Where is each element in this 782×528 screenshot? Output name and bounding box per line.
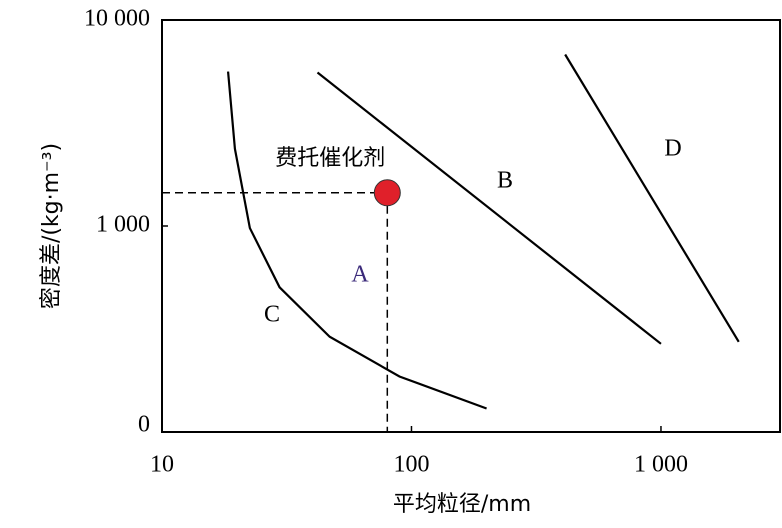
point-label: 费托催化剂 <box>275 146 385 171</box>
region-label: A <box>351 262 369 288</box>
curve-label: C <box>264 302 280 328</box>
x-tick-label: 1 000 <box>634 452 688 478</box>
point <box>373 179 401 207</box>
x-axis-label: 平均粒径/mm <box>393 492 531 517</box>
y-tick-label: 10 000 <box>84 6 150 32</box>
curve <box>564 53 740 343</box>
x-tick-label: 10 <box>150 452 174 478</box>
y-tick-label: 1 000 <box>96 212 150 238</box>
curve-label: B <box>497 168 513 194</box>
curve <box>316 71 662 345</box>
plot-frame <box>161 19 781 433</box>
y-axis-label: 密度差/(kg·m⁻³) <box>39 143 64 309</box>
x-tick-label: 100 <box>393 452 429 478</box>
curve-label: D <box>664 136 681 162</box>
curve <box>226 71 487 410</box>
y-tick-label: 0 <box>138 412 150 438</box>
